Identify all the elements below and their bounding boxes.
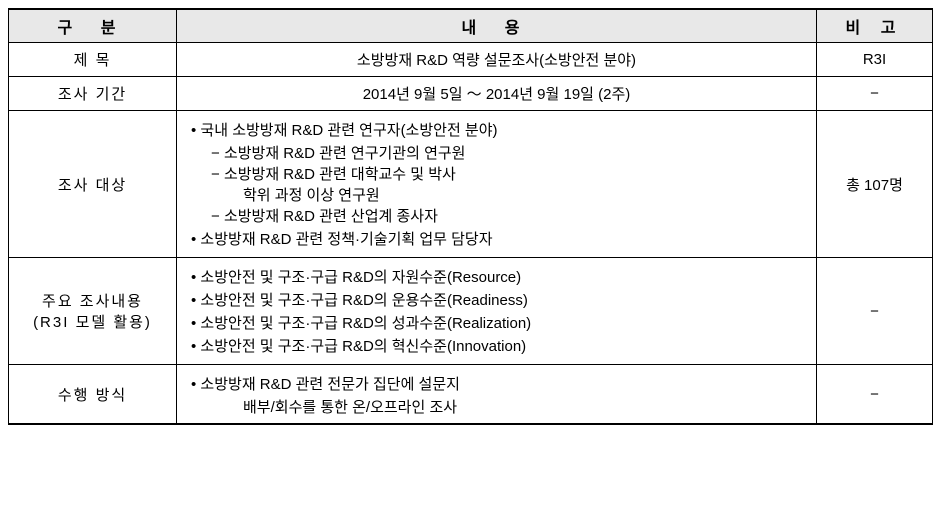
bullet-list: 소방안전 및 구조·구급 R&D의 자원수준(Resource)소방안전 및 구… <box>187 266 806 356</box>
table-row: 조사 기간2014년 9월 5일 ～ 2014년 9월 19일 (2주)− <box>9 77 933 111</box>
row-note: R3I <box>817 43 933 77</box>
row-label: 수행 방식 <box>9 365 177 425</box>
row-content: 2014년 9월 5일 ～ 2014년 9월 19일 (2주) <box>177 77 817 111</box>
row-content: 소방방재 R&D 관련 전문가 집단에 설문지배부/회수를 통한 온/오프라인 … <box>177 365 817 425</box>
bullet-list: 소방방재 R&D 관련 전문가 집단에 설문지배부/회수를 통한 온/오프라인 … <box>187 373 806 417</box>
list-item: 소방안전 및 구조·구급 R&D의 성과수준(Realization) <box>191 312 806 333</box>
row-content: 소방방재 R&D 역량 설문조사(소방안전 분야) <box>177 43 817 77</box>
list-item: 국내 소방방재 R&D 관련 연구자(소방안전 분야) <box>191 119 806 140</box>
row-label: 제 목 <box>9 43 177 77</box>
list-item: 소방방재 R&D 관련 연구기관의 연구원 <box>191 142 806 163</box>
table-row: 주요 조사내용(R3I 모델 활용)소방안전 및 구조·구급 R&D의 자원수준… <box>9 258 933 365</box>
row-note: − <box>817 77 933 111</box>
list-item: 소방안전 및 구조·구급 R&D의 자원수준(Resource) <box>191 266 806 287</box>
list-item: 소방안전 및 구조·구급 R&D의 혁신수준(Innovation) <box>191 335 806 356</box>
table-row: 수행 방식소방방재 R&D 관련 전문가 집단에 설문지배부/회수를 통한 온/… <box>9 365 933 425</box>
table-row: 제 목소방방재 R&D 역량 설문조사(소방안전 분야)R3I <box>9 43 933 77</box>
list-item: 소방방재 R&D 관련 산업계 종사자 <box>191 205 806 226</box>
row-content: 국내 소방방재 R&D 관련 연구자(소방안전 분야)소방방재 R&D 관련 연… <box>177 111 817 258</box>
header-content: 내 용 <box>177 9 817 43</box>
table-header-row: 구 분 내 용 비 고 <box>9 9 933 43</box>
list-item: 학위 과정 이상 연구원 <box>191 184 806 205</box>
list-item: 배부/회수를 통한 온/오프라인 조사 <box>191 396 806 417</box>
row-label: 조사 기간 <box>9 77 177 111</box>
list-item: 소방안전 및 구조·구급 R&D의 운용수준(Readiness) <box>191 289 806 310</box>
header-note: 비 고 <box>817 9 933 43</box>
survey-table: 구 분 내 용 비 고 제 목소방방재 R&D 역량 설문조사(소방안전 분야)… <box>8 8 933 425</box>
list-item: 소방방재 R&D 관련 대학교수 및 박사 <box>191 163 806 184</box>
table-row: 조사 대상국내 소방방재 R&D 관련 연구자(소방안전 분야)소방방재 R&D… <box>9 111 933 258</box>
row-label: 주요 조사내용(R3I 모델 활용) <box>9 258 177 365</box>
row-note: − <box>817 365 933 425</box>
row-content: 소방안전 및 구조·구급 R&D의 자원수준(Resource)소방안전 및 구… <box>177 258 817 365</box>
row-note: 총 107명 <box>817 111 933 258</box>
list-item: 소방방재 R&D 관련 정책·기술기획 업무 담당자 <box>191 228 806 249</box>
list-item: 소방방재 R&D 관련 전문가 집단에 설문지 <box>191 373 806 394</box>
row-label: 조사 대상 <box>9 111 177 258</box>
table-body: 제 목소방방재 R&D 역량 설문조사(소방안전 분야)R3I조사 기간2014… <box>9 43 933 425</box>
header-category: 구 분 <box>9 9 177 43</box>
row-note: − <box>817 258 933 365</box>
bullet-list: 국내 소방방재 R&D 관련 연구자(소방안전 분야)소방방재 R&D 관련 연… <box>187 119 806 249</box>
